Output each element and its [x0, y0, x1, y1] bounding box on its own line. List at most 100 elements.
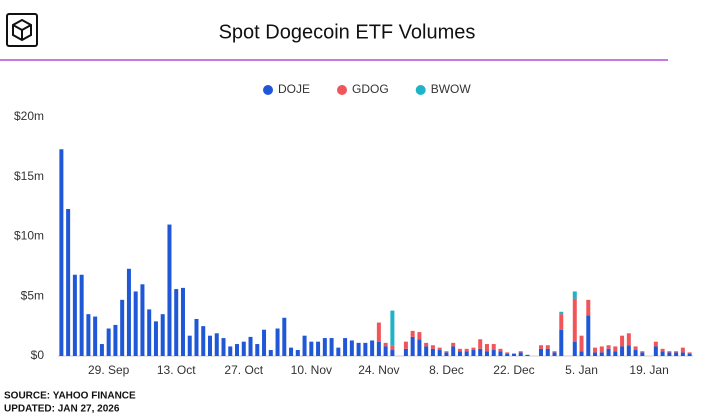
x-tick-label: 29. Sep — [88, 363, 130, 377]
bar-segment — [680, 347, 685, 353]
bar-segment — [113, 324, 118, 356]
bar-segment — [403, 341, 408, 349]
bar-segment — [572, 291, 577, 299]
bar-segment — [498, 348, 503, 352]
x-tick-label: 13. Oct — [157, 363, 196, 377]
y-tick-label: $15m — [14, 169, 44, 183]
bar-segment — [613, 346, 618, 352]
legend-marker — [337, 85, 348, 95]
bar-segment — [214, 333, 219, 356]
bar-segment — [687, 353, 692, 356]
bar-segment — [356, 342, 361, 356]
bar-segment — [457, 351, 462, 356]
bar-segment — [410, 336, 415, 356]
x-tick-label: 19. Jan — [629, 363, 668, 377]
bar-segment — [295, 350, 300, 356]
chart-title: Spot Dogecoin ETF Volumes — [219, 21, 476, 43]
bar-segment — [680, 352, 685, 356]
bar-segment — [160, 314, 165, 356]
bar-segment — [552, 351, 557, 353]
bar-segment — [390, 345, 395, 351]
bar-segment — [370, 340, 375, 356]
bar-segment — [93, 316, 98, 356]
bar-segment — [626, 345, 631, 356]
bar-segment — [633, 346, 638, 351]
bar-segment — [667, 351, 672, 353]
bar-segment — [464, 351, 469, 356]
bar-segment — [437, 347, 442, 351]
bar-segment — [505, 352, 510, 354]
bar-segment — [491, 350, 496, 356]
bar-segment — [424, 342, 429, 347]
bar-segment — [593, 347, 598, 353]
bar-segment — [66, 209, 71, 356]
bar-segment — [126, 268, 131, 356]
bar-segment — [586, 315, 591, 356]
bar-segment — [316, 341, 321, 356]
bar-segment — [383, 342, 388, 347]
bar-segment — [464, 348, 469, 352]
bar-segment — [363, 342, 368, 356]
bar-segment — [451, 342, 456, 347]
bar-segment — [606, 345, 611, 349]
bar-segment — [640, 352, 645, 356]
legend-marker — [415, 85, 426, 95]
bar-segment — [133, 291, 138, 356]
bar-segment — [430, 345, 435, 349]
bar-segment — [498, 351, 503, 356]
bar-segment — [403, 348, 408, 356]
bar-segment — [518, 351, 523, 353]
bar-segment — [187, 335, 192, 356]
bar-segment — [667, 352, 672, 356]
bar-segment — [390, 310, 395, 346]
bar-segment — [147, 309, 152, 356]
bar-segment — [660, 351, 665, 356]
x-tick-label: 10. Nov — [291, 363, 332, 377]
bar-segment — [674, 351, 679, 353]
bar-segment — [268, 350, 273, 356]
bar-segment — [376, 341, 381, 356]
bar-segment — [674, 352, 679, 356]
bar-segment — [235, 344, 240, 356]
bar-segment — [586, 299, 591, 316]
logo — [6, 13, 38, 47]
bar-segment — [410, 330, 415, 337]
bar-segment — [491, 344, 496, 351]
legend-label: GDOG — [352, 82, 389, 96]
bar-segment — [417, 332, 422, 340]
bar-segment — [329, 338, 334, 356]
bar-segment — [545, 348, 550, 356]
bar-segment — [484, 351, 489, 356]
bar-segment — [201, 326, 206, 356]
bar-segment — [79, 274, 84, 356]
bar-segment — [471, 347, 476, 351]
bar-segment — [559, 329, 564, 356]
bar-segment — [180, 287, 185, 356]
bar-segment — [451, 346, 456, 356]
bar-segment — [484, 344, 489, 352]
bar-segment — [282, 317, 287, 356]
bar-segment — [579, 351, 584, 356]
bar-segment — [120, 299, 125, 356]
y-tick-label: $10m — [14, 229, 44, 243]
bar-segment — [599, 352, 604, 356]
bar-segment — [99, 344, 104, 356]
bar-segment — [579, 335, 584, 352]
bar-segment — [309, 341, 314, 356]
bar-segment — [430, 348, 435, 356]
bar-segment — [376, 322, 381, 342]
bar-segment — [687, 352, 692, 354]
bar-segment — [478, 348, 483, 356]
bar-segment — [539, 348, 544, 356]
x-tick-label: 22. Dec — [493, 363, 534, 377]
bar-segment — [444, 352, 449, 356]
updated: UPDATED: JAN 27, 2026 — [4, 404, 120, 415]
bar-segment — [322, 338, 327, 356]
bar-segment — [640, 351, 645, 353]
bar-segment — [505, 353, 510, 356]
bar-segment — [174, 289, 179, 356]
bar-segment — [255, 344, 260, 356]
bar-segment — [552, 352, 557, 356]
